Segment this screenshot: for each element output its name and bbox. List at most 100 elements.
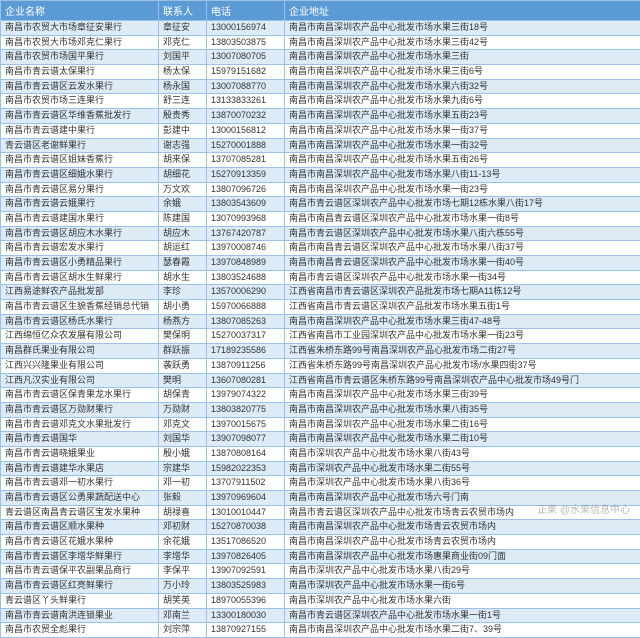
table-cell: 南昌市青云谱邓一初水果行 <box>1 476 159 491</box>
table-cell: 南昌市农贸全彪果行 <box>1 623 159 638</box>
table-cell: 南昌市南昌深圳农产品中心批发市场六号门南 <box>285 491 640 506</box>
table-cell: 15982022353 <box>207 461 285 476</box>
table-cell: 群跃振 <box>159 344 207 359</box>
col-address: 企业地址 <box>285 1 640 21</box>
table-cell: 南昌市青云谱区姐妹香蕉行 <box>1 153 159 168</box>
table-cell: 谢志强 <box>159 138 207 153</box>
table-cell: 15270001888 <box>207 138 285 153</box>
table-cell: 南昌市青云谱区红亮鲜果行 <box>1 579 159 594</box>
table-row: 南昌市青云谱晓娥果业殷小娥13870808164南昌市深圳农产品中心批发市场水果… <box>1 446 640 461</box>
table-row: 江西绵恒亿众农发展有限公司樊保明15270037317江西省南昌市工业园深圳农产… <box>1 329 640 344</box>
table-cell: 13707911502 <box>207 476 285 491</box>
table-row: 南昌市青云谱建中果行彭建中13000156812南昌市南昌深圳农产品中心批发市场… <box>1 123 640 138</box>
table-cell: 13607080281 <box>207 373 285 388</box>
table-cell: 南昌市青云谱太保果行 <box>1 65 159 80</box>
table-cell: 胡来保 <box>159 153 207 168</box>
table-cell: 15979151682 <box>207 65 285 80</box>
table-row: 南昌市农贸大市场邓克仁果行邓克仁13803503875南昌市南昌深圳农产品中心批… <box>1 35 640 50</box>
table-cell: 13803525983 <box>207 579 285 594</box>
table-cell: 13007080705 <box>207 50 285 65</box>
table-cell: 胡应木 <box>159 226 207 241</box>
table-row: 南昌市青云谱区姐妹香蕉行胡来保13707085281南昌市南昌深圳农产品中心批发… <box>1 153 640 168</box>
table-cell: 南昌市青云谱区小勇精品果行 <box>1 256 159 271</box>
table-cell: 南昌市青云谱区杨氏水果行 <box>1 314 159 329</box>
table-cell: 南昌市青云谱区生貌香蕉经销总代销 <box>1 300 159 315</box>
table-cell: 南昌市青云谱建国水果行 <box>1 211 159 226</box>
table-cell: 南昌市青云谱宏发水果行 <box>1 241 159 256</box>
table-cell: 南昌市南昌青云谱区深圳农产品中心批发市场水果八街37号 <box>285 241 640 256</box>
table-cell: 张毅 <box>159 491 207 506</box>
table-cell: 南昌市青云谱区云发水果行 <box>1 79 159 94</box>
table-cell: 刘宗萍 <box>159 623 207 638</box>
table-row: 青云谱区老谢鲜果行谢志强15270001888南昌市南昌深圳农产品中心批发市场水… <box>1 138 640 153</box>
table-cell: 15270870038 <box>207 520 285 535</box>
table-cell: 13807085263 <box>207 314 285 329</box>
table-cell: 15970066888 <box>207 300 285 315</box>
table-cell: 南昌市南昌深圳农产品中心批发市场水果五街23号 <box>285 109 640 124</box>
table-cell: 殷小娥 <box>159 446 207 461</box>
table-cell: 13970008746 <box>207 241 285 256</box>
table-cell: 南昌市青云谱邓克文水果批发行 <box>1 417 159 432</box>
table-row: 南昌市青云谱建国水果行陈建国13070993968南昌市南昌青云谱区深圳农产品中… <box>1 211 640 226</box>
table-cell: 南昌市南昌深圳农产品中心批发市场水果二街7、39号 <box>285 623 640 638</box>
table-cell: 13000156812 <box>207 123 285 138</box>
table-cell: 13979074322 <box>207 388 285 403</box>
table-cell: 陈建国 <box>159 211 207 226</box>
col-contact: 联系人 <box>159 1 207 21</box>
table-cell: 章征安 <box>159 21 207 36</box>
table-cell: 万文欢 <box>159 182 207 197</box>
table-row: 南昌市青云谱区华维香蕉批发行殷贵秀13870070232南昌市南昌深圳农产品中心… <box>1 109 640 124</box>
table-cell: 南昌市深圳农产品中心批发市场水果二街55号 <box>285 461 640 476</box>
table-cell: 江西兴兴隆果业有限公司 <box>1 358 159 373</box>
table-cell: 南昌市青云谱区易分果行 <box>1 182 159 197</box>
table-cell: 南昌群氏果业有限公司 <box>1 344 159 359</box>
table-row: 江西凡汉实业有限公司樊明13607080281江西省南昌市青云谱区朱桥东路99号… <box>1 373 640 388</box>
table-cell: 胡水生 <box>159 270 207 285</box>
table-cell: 南昌市农贸大市场邓克仁果行 <box>1 35 159 50</box>
table-cell: 南昌市深圳农产品中心批发市场水果八街29号 <box>285 564 640 579</box>
table-cell: 13300180030 <box>207 608 285 623</box>
table-cell: 13970826405 <box>207 549 285 564</box>
table-cell: 13970015675 <box>207 417 285 432</box>
table-row: 南昌市青云谱保平农副果品商行李保平13907092591南昌市深圳农产品中心批发… <box>1 564 640 579</box>
table-cell: 南昌市南昌青云谱区深圳农产品中心批发市场水果一街8号 <box>285 211 640 226</box>
table-cell: 青云谱区丫头鲜果行 <box>1 593 159 608</box>
table-cell: 13803524688 <box>207 270 285 285</box>
table-cell: 南昌市青云谱区顺水果种 <box>1 520 159 535</box>
table-cell: 南昌市青云谱晓娥果业 <box>1 446 159 461</box>
table-cell: 南昌市青云谱区胡应木水果行 <box>1 226 159 241</box>
table-cell: 13870927155 <box>207 623 285 638</box>
table-cell: 樊明 <box>159 373 207 388</box>
table-cell: 南昌市南昌深圳农产品中心批发市场水果三街39号 <box>285 388 640 403</box>
table-row: 南昌市青云谱太保果行杨太保15979151682南昌市南昌深圳农产品中心批发市场… <box>1 65 640 80</box>
table-cell: 江西易途鲜农产品批发部 <box>1 285 159 300</box>
table-cell: 南昌市南昌深圳农产品中心批发市场青云农贸市场内 <box>285 535 640 550</box>
table-cell: 13767420787 <box>207 226 285 241</box>
table-cell: 13870911256 <box>207 358 285 373</box>
table-cell: 南昌市南昌深圳农产品中心批发市场水果五街26号 <box>285 153 640 168</box>
table-row: 南昌市青云谱区花娥水果种余花娥13517086520南昌市南昌深圳农产品中心批发… <box>1 535 640 550</box>
table-cell: 南昌市南昌深圳农产品中心批发市场水果八街11-13号 <box>285 167 640 182</box>
table-cell: 南昌市南昌深圳农产品中心批发市场水果三街18号 <box>285 21 640 36</box>
table-row: 南昌市青云谱区杨氏水果行杨燕方13807085263南昌市南昌深圳农产品中心批发… <box>1 314 640 329</box>
table-cell: 南昌市青云谱区深圳农产品中心批发市场七期12栋水果八街17号 <box>285 197 640 212</box>
table-cell: 15270037317 <box>207 329 285 344</box>
table-cell: 南昌市南昌深圳农产品中心批发市场水果一街23号 <box>285 182 640 197</box>
table-cell: 南昌市青云谱云娥果行 <box>1 197 159 212</box>
table-cell: 邓克文 <box>159 417 207 432</box>
table-row: 南昌市农贸大市场章征安果行章征安13000156974南昌市南昌深圳农产品中心批… <box>1 21 640 36</box>
table-cell: 13010010447 <box>207 505 285 520</box>
table-cell: 南昌市青云谱国华 <box>1 432 159 447</box>
table-row: 南昌市青云谱建华水果店宗建华15982022353南昌市深圳农产品中心批发市场水… <box>1 461 640 476</box>
table-cell: 余娥 <box>159 197 207 212</box>
table-cell: 南昌市青云谱区华维香蕉批发行 <box>1 109 159 124</box>
table-cell: 南昌市深圳农产品中心批发市场水果八街43号 <box>285 446 640 461</box>
table-cell: 南昌市青云谱区细娥水果行 <box>1 167 159 182</box>
table-cell: 南昌市南昌深圳农产品中心批发市场水果三街6号 <box>285 65 640 80</box>
table-cell: 南昌市南昌深圳农产品中心批发市场水果六街32号 <box>285 79 640 94</box>
table-cell: 南昌市青云谱区深圳农产品中心批发市场水果一街34号 <box>285 270 640 285</box>
table-cell: 13000156974 <box>207 21 285 36</box>
table-cell: 南昌市青云谱区公勇果蔬配送中心 <box>1 491 159 506</box>
col-company: 企业名称 <box>1 1 159 21</box>
table-cell: 13707085281 <box>207 153 285 168</box>
